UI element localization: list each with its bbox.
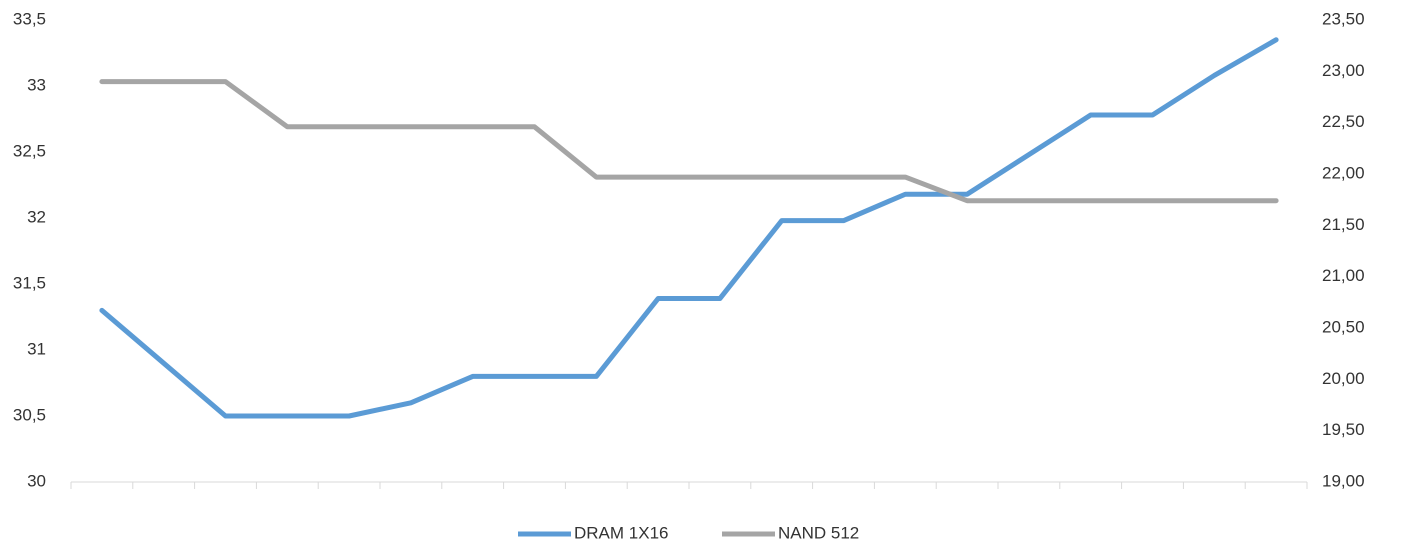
series-line [99, 79, 1279, 204]
y2-tick-label: 19,50 [1322, 420, 1365, 439]
y2-tick-label: 23,50 [1322, 9, 1365, 28]
y-tick-label: 30,5 [13, 405, 46, 424]
y2-tick-label: 23,00 [1322, 61, 1365, 80]
y2-tick-label: 21,00 [1322, 266, 1365, 285]
y-tick-label: 33 [27, 75, 46, 94]
y-tick-label: 32,5 [13, 141, 46, 160]
y2-tick-label: 22,00 [1322, 163, 1365, 182]
legend-label: NAND 512 [778, 523, 859, 542]
y2-tick-label: 19,00 [1322, 471, 1365, 490]
y2-tick-label: 20,00 [1322, 369, 1365, 388]
y-tick-label: 30 [27, 471, 46, 490]
y-tick-label: 31 [27, 339, 46, 358]
y-tick-label: 33,5 [13, 9, 46, 28]
y2-tick-label: 22,50 [1322, 112, 1365, 131]
y-tick-label: 32 [27, 207, 46, 226]
y2-tick-label: 21,50 [1322, 215, 1365, 234]
y-tick-label: 31,5 [13, 273, 46, 292]
legend-label: DRAM 1X16 [574, 523, 668, 542]
series-line [99, 37, 1279, 419]
y2-tick-label: 20,50 [1322, 317, 1365, 336]
